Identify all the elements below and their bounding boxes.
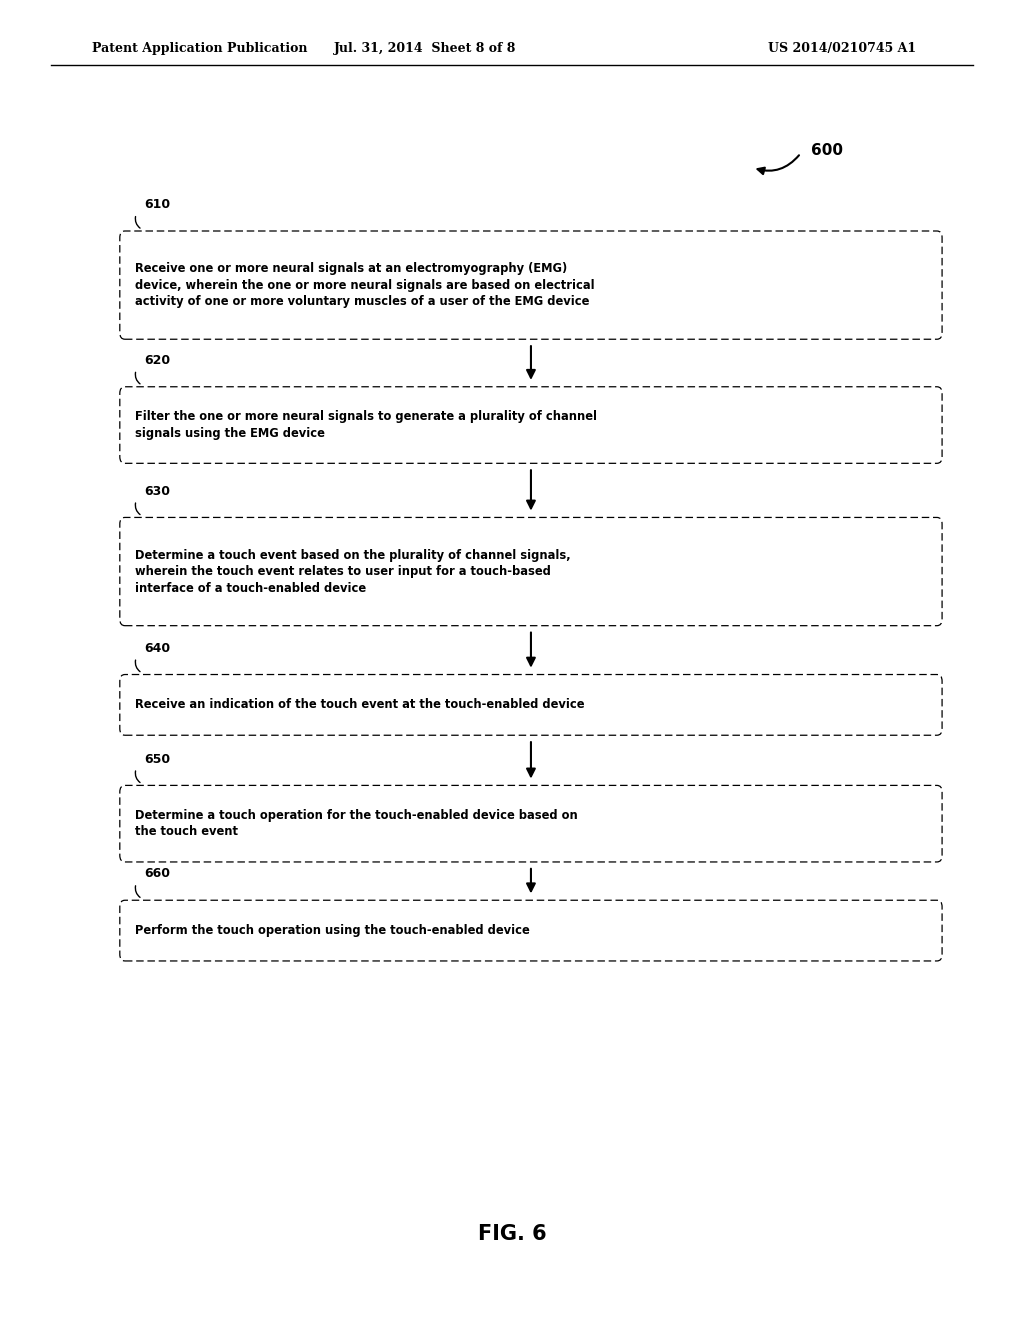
Text: 650: 650 [144,752,171,766]
Text: US 2014/0210745 A1: US 2014/0210745 A1 [768,42,916,55]
Text: 610: 610 [144,198,171,211]
Text: 630: 630 [144,484,170,498]
FancyBboxPatch shape [120,785,942,862]
Text: Patent Application Publication: Patent Application Publication [92,42,307,55]
Text: Receive an indication of the touch event at the touch-enabled device: Receive an indication of the touch event… [135,698,585,711]
Text: Receive one or more neural signals at an electromyography (EMG)
device, wherein : Receive one or more neural signals at an… [135,263,595,308]
Text: 620: 620 [144,354,171,367]
Text: Perform the touch operation using the touch-enabled device: Perform the touch operation using the to… [135,924,529,937]
FancyBboxPatch shape [120,231,942,339]
Text: Filter the one or more neural signals to generate a plurality of channel
signals: Filter the one or more neural signals to… [135,411,597,440]
Text: FIG. 6: FIG. 6 [477,1224,547,1245]
Text: Determine a touch operation for the touch-enabled device based on
the touch even: Determine a touch operation for the touc… [135,809,578,838]
FancyBboxPatch shape [120,517,942,626]
Text: Jul. 31, 2014  Sheet 8 of 8: Jul. 31, 2014 Sheet 8 of 8 [334,42,516,55]
Text: Determine a touch event based on the plurality of channel signals,
wherein the t: Determine a touch event based on the plu… [135,549,570,594]
FancyBboxPatch shape [120,900,942,961]
Text: 660: 660 [144,867,170,880]
Text: 640: 640 [144,642,171,655]
FancyBboxPatch shape [120,675,942,735]
FancyBboxPatch shape [120,387,942,463]
Text: 600: 600 [811,143,843,158]
